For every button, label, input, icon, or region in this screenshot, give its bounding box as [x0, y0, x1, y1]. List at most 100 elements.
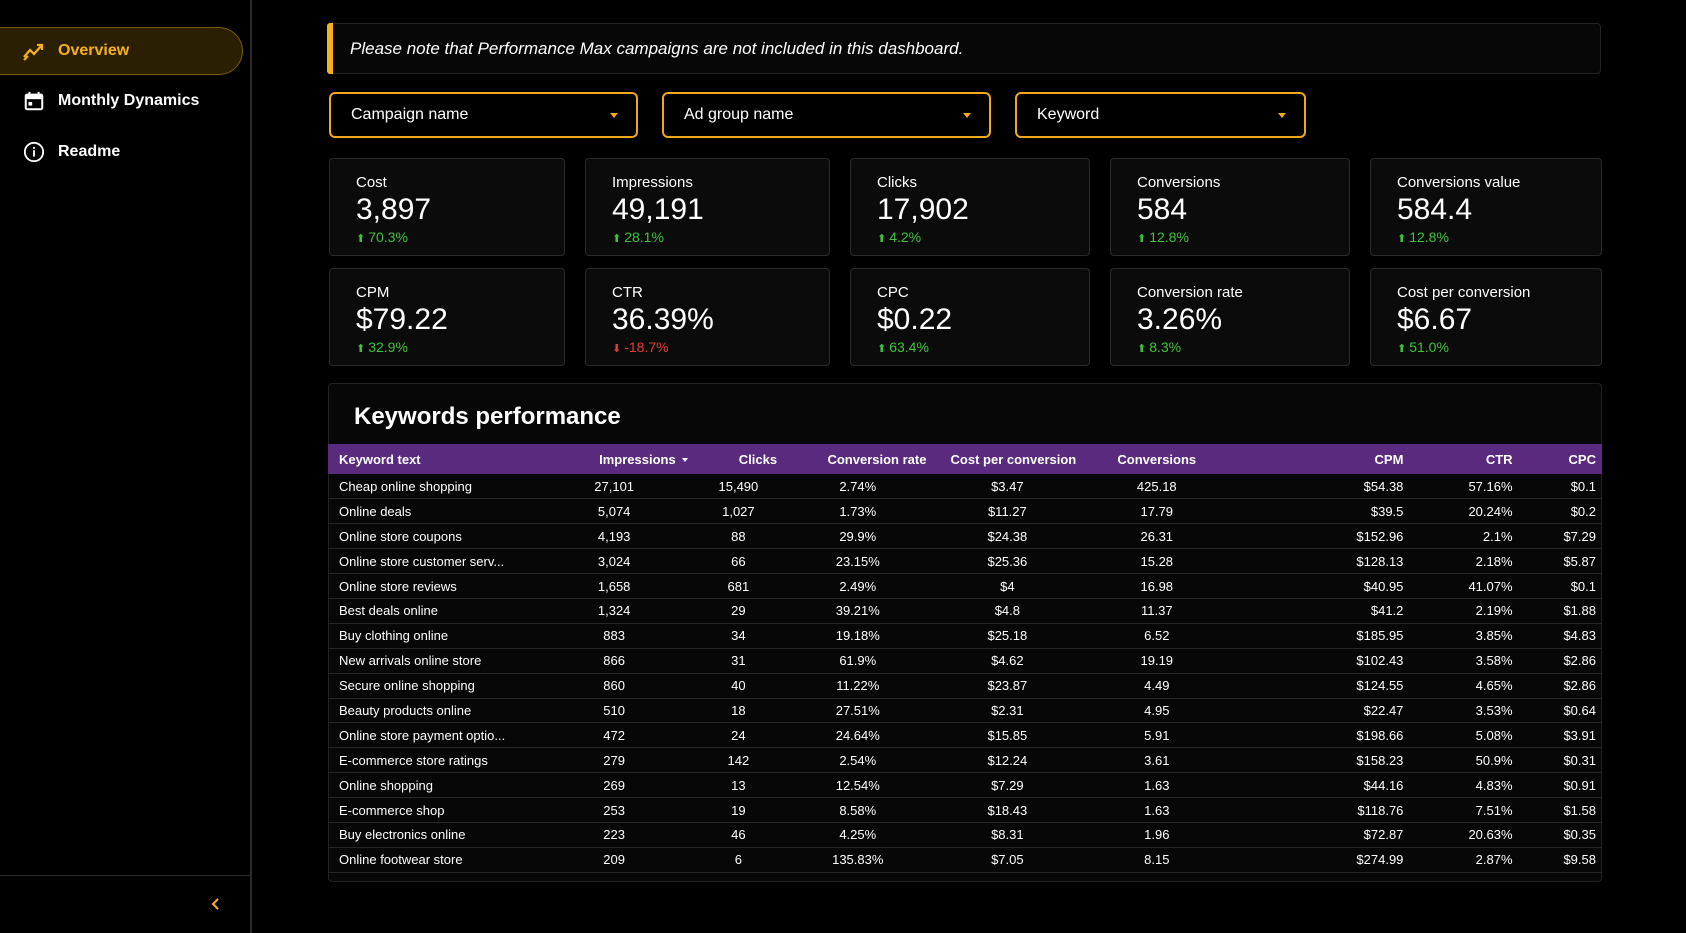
- table-row[interactable]: E-commerce shop 253 19 8.58% $18.43 1.63 $118.…: [328, 798, 1602, 823]
- kpi-card-ctr: CTR 36.39% ⬇ -18.7%: [585, 268, 830, 366]
- table-row[interactable]: Cheap online shopping 27,101 15,490 2.74% $3…: [328, 474, 1602, 499]
- cell-impressions: 3,024: [597, 553, 631, 569]
- table-row[interactable]: Online store coupons 4,193 88 29.9% $24.38 26…: [328, 524, 1602, 549]
- cell-cpm: $40.95: [1363, 578, 1404, 594]
- column-header-cpc[interactable]: CPC: [1568, 451, 1596, 467]
- table-row[interactable]: Beauty products online 510 18 27.51% $2.31 4.…: [328, 698, 1602, 723]
- cell-clicks: 15,490: [718, 478, 759, 494]
- column-header-clicks[interactable]: Clicks: [738, 451, 778, 467]
- column-header-cpm[interactable]: CPM: [1374, 451, 1404, 467]
- sort-desc-icon: [681, 458, 688, 463]
- cell-clicks: 142: [727, 752, 750, 768]
- cell-cpm: $41.2: [1370, 603, 1404, 619]
- kpi-value: 584: [1137, 193, 1188, 226]
- cell-conversion-rate: 19.18%: [835, 628, 880, 644]
- cell-clicks: 6: [734, 852, 742, 868]
- column-header-conversion-rate[interactable]: Conversion rate: [827, 451, 927, 467]
- cell-keyword: E-commerce store ratings: [339, 752, 488, 768]
- cell-conversion-rate: 2.74%: [839, 478, 877, 494]
- cell-impressions: 1,658: [597, 578, 631, 594]
- table-row[interactable]: E-commerce store ratings 279 142 2.54% $12.2…: [328, 748, 1602, 773]
- cell-ctr: 5.08%: [1475, 727, 1513, 743]
- kpi-value: 36.39%: [612, 303, 714, 336]
- kpi-card-cpc: CPC $0.22 ⬆ 63.4%: [850, 268, 1090, 366]
- kpi-card-cost-per-conversion: Cost per conversion $6.67 ⬆ 51.0%: [1370, 268, 1602, 366]
- cell-conversion-rate: 11.22%: [836, 678, 880, 694]
- kpi-value: $6.67: [1397, 303, 1473, 336]
- table-row[interactable]: Online deals 5,074 1,027 1.73% $11.27 17.79 $3…: [328, 499, 1602, 524]
- keyword-filter[interactable]: Keyword: [1015, 92, 1306, 138]
- column-header-conversions[interactable]: Conversions: [1117, 451, 1197, 467]
- kpi-card-conversions-value: Conversions value 584.4 ⬆ 12.8%: [1370, 158, 1602, 256]
- cell-cost-per-conversion: $11.27: [987, 503, 1027, 519]
- cell-impressions: 223: [603, 827, 625, 843]
- kpi-delta: ⬆ 4.2%: [877, 229, 922, 245]
- cell-ctr: 3.58%: [1475, 653, 1513, 669]
- chevron-down-icon: [1278, 113, 1286, 118]
- cell-conversions: 19.19: [1140, 653, 1174, 669]
- table-row[interactable]: Online store customer serv... 3,024 66 23.1…: [328, 549, 1602, 574]
- cell-cpm: $152.96: [1356, 528, 1404, 544]
- kpi-delta: ⬇ -18.7%: [612, 339, 669, 355]
- cell-conversions: 11.37: [1140, 603, 1173, 619]
- column-header-ctr[interactable]: CTR: [1485, 451, 1513, 467]
- column-header-keyword-text[interactable]: Keyword text: [339, 451, 421, 467]
- kpi-label: CPC: [877, 284, 909, 301]
- campaign-name-filter[interactable]: Campaign name: [329, 92, 638, 138]
- column-header-impressions[interactable]: Impressions: [535, 444, 694, 474]
- table-row[interactable]: Best deals online 1,324 29 39.21% $4.8 11.37 $…: [328, 598, 1602, 624]
- table-row[interactable]: Online shopping 269 13 12.54% $7.29 1.63 $44.1…: [328, 773, 1602, 798]
- table-row[interactable]: New arrivals online store 866 31 61.9% $4.62…: [328, 648, 1602, 674]
- cell-clicks: 40: [731, 678, 746, 694]
- cell-cost-per-conversion: $4: [1000, 578, 1015, 594]
- cell-conversion-rate: 29.9%: [839, 528, 877, 544]
- table-row[interactable]: Online footwear store 209 6 135.83% $7.05 8.1…: [328, 847, 1602, 873]
- cell-conversions: 1.63: [1144, 777, 1170, 793]
- sidebar-item-overview[interactable]: Overview: [0, 27, 243, 75]
- ad-group-name-filter[interactable]: Ad group name: [662, 92, 991, 138]
- cell-cost-per-conversion: $23.87: [987, 678, 1028, 694]
- cell-ctr: 20.24%: [1468, 503, 1513, 519]
- kpi-card-cpm: CPM $79.22 ⬆ 32.9%: [329, 268, 565, 366]
- kpi-card-impressions: Impressions 49,191 ⬆ 28.1%: [585, 158, 830, 256]
- cell-cpc: $0.1: [1570, 478, 1596, 494]
- cell-cpm: $198.66: [1356, 727, 1404, 743]
- cell-cost-per-conversion: $7.05: [991, 852, 1024, 868]
- sidebar-item-label: Readme: [58, 143, 121, 160]
- cell-cpc: $1.88: [1563, 603, 1596, 619]
- cell-cpm: $39.5: [1370, 503, 1404, 519]
- cell-conversion-rate: 61.9%: [839, 653, 877, 669]
- notice-text: Please note that Performance Max campaig…: [350, 38, 964, 58]
- cell-cpm: $72.87: [1363, 827, 1404, 843]
- column-header-cost-per-conversion[interactable]: Cost per conversion: [950, 451, 1077, 467]
- cell-clicks: 29: [731, 603, 746, 619]
- table-row[interactable]: Buy clothing online 883 34 19.18% $25.18 6.52…: [328, 623, 1602, 649]
- sidebar-item-monthly-dynamics[interactable]: Monthly Dynamics: [0, 77, 243, 125]
- cell-clicks: 24: [731, 727, 746, 743]
- table-row[interactable]: Secure online shopping 860 40 11.22% $23.87 4…: [328, 673, 1602, 699]
- cell-ctr: 2.87%: [1475, 852, 1513, 868]
- table-row[interactable]: Buy electronics online 223 46 4.25% $8.31 1.9…: [328, 822, 1602, 848]
- cell-conversion-rate: 8.58%: [839, 802, 877, 818]
- sidebar-item-readme[interactable]: Readme: [0, 128, 243, 176]
- cell-ctr: 2.1%: [1482, 528, 1513, 544]
- cell-conversion-rate: 4.25%: [839, 827, 877, 843]
- cell-cpc: $0.91: [1563, 777, 1596, 793]
- cell-cost-per-conversion: $2.31: [991, 702, 1024, 718]
- cell-cpm: $22.47: [1363, 702, 1404, 718]
- cell-cpm: $44.16: [1363, 777, 1404, 793]
- arrow-up-icon: ⬆: [877, 343, 887, 355]
- cell-keyword: Online store customer serv...: [339, 553, 505, 569]
- table-row[interactable]: Online store payment optio... 472 24 24.64%…: [328, 723, 1602, 748]
- cell-conversion-rate: 39.21%: [835, 603, 880, 619]
- cell-cost-per-conversion: $8.31: [991, 827, 1024, 843]
- table-row[interactable]: Online store reviews 1,658 681 2.49% $4 16.98…: [328, 574, 1602, 599]
- collapse-sidebar-button[interactable]: [204, 892, 228, 916]
- arrow-up-icon: ⬆: [1137, 233, 1147, 245]
- cell-cpc: $7.29: [1563, 528, 1596, 544]
- keywords-table: Keyword text Impressions Clicks Conversi…: [328, 444, 1602, 873]
- info-icon: [22, 140, 46, 164]
- cell-impressions: 209: [603, 852, 625, 868]
- arrow-up-icon: ⬆: [1397, 233, 1407, 245]
- cell-keyword: Online footwear store: [339, 852, 463, 868]
